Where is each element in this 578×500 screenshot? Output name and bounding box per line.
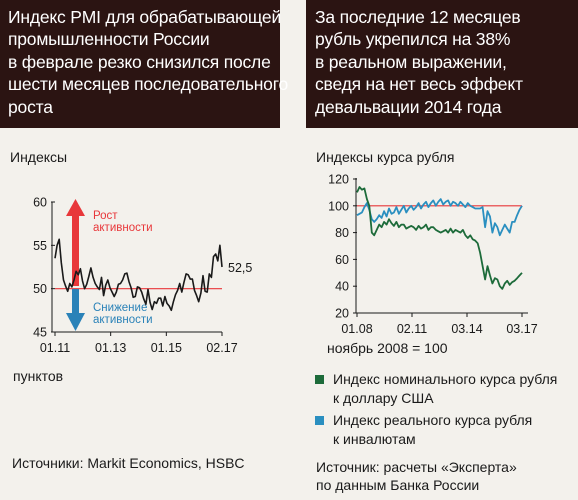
decline-label-1: Снижение — [93, 302, 147, 314]
x-tick-label: 01.15 — [151, 341, 182, 355]
fx-chart: 20 40 60 80 100 120 01.08 02.11 03.14 03.17 — [328, 173, 538, 337]
decline-arrow — [66, 289, 85, 331]
x-tick-label: 02.11 — [397, 322, 427, 336]
x-tick-label: 01.11 — [40, 341, 70, 355]
growth-arrow-shaft — [72, 214, 79, 286]
x-tick-label: 03.17 — [506, 322, 537, 336]
fx-x-ticks: 01.08 02.11 03.14 03.17 — [341, 313, 538, 336]
pmi-line — [54, 238, 223, 312]
fx-real-line — [356, 198, 523, 237]
right-source-note-2: по данным Банка России — [316, 477, 480, 493]
pmi-y-units-label-2: пунктов — [13, 368, 64, 384]
growth-label-1: Рост — [93, 210, 118, 222]
left-headline-line: роста — [8, 96, 53, 117]
legend-label: к инвалютам — [333, 431, 416, 447]
y-tick-label: 100 — [328, 199, 349, 213]
legend-label: Индекс номинального курса рубля — [333, 371, 558, 387]
y-tick-label: 120 — [328, 173, 349, 187]
y-tick-label: 80 — [335, 226, 349, 240]
legend-text-real: Индекс реального курса рубля к инвалютам — [333, 411, 573, 449]
right-headline-line: рубль укрепился на 38% — [315, 29, 511, 50]
legend-label: к доллару США — [333, 390, 434, 406]
right-headline-line: девальвации 2014 года — [315, 96, 502, 117]
y-tick-label: 40 — [335, 280, 349, 294]
pmi-y-units-label: Индексы — [10, 149, 68, 165]
right-chart-headline: За последние 12 месяцев рубль укрепился … — [306, 0, 578, 128]
right-headline-line: сведя на нет весь эффект — [315, 74, 523, 95]
left-headline-line: шести месяцев последовательного — [8, 74, 289, 95]
x-tick-label: 02.17 — [206, 341, 237, 355]
y-tick-label: 60 — [335, 253, 349, 267]
growth-arrow — [66, 199, 85, 286]
legend-swatch-nominal — [315, 375, 324, 384]
fx-base-note: ноябрь 2008 = 100 — [327, 340, 448, 356]
x-tick-label: 01.08 — [341, 322, 372, 336]
y-tick-label: 50 — [33, 282, 47, 296]
y-tick-label: 20 — [335, 307, 349, 321]
pmi-x-ticks: 01.11 01.13 01.15 02.17 — [40, 332, 238, 355]
left-headline-line: промышленности России — [8, 29, 210, 50]
x-tick-label: 03.14 — [451, 322, 482, 336]
decline-arrow-head — [66, 313, 85, 331]
fx-nominal-line — [356, 186, 523, 290]
left-headline-line: в феврале резко снизился после — [8, 51, 271, 72]
fx-y-ticks: 20 40 60 80 100 120 — [328, 173, 357, 321]
right-headline-line: За последние 12 месяцев — [315, 7, 521, 27]
left-headline-line: Индекс PMI для обрабатывающей — [8, 7, 282, 27]
pmi-chart: 45 50 55 60 01.11 01.13 01.15 02.17 Рост актив… — [33, 196, 252, 356]
legend-label: Индекс реального курса рубля — [333, 412, 533, 428]
right-source-note: Источник: расчеты «Эксперта» — [316, 459, 517, 475]
left-source-note: Источники: Markit Economics, HSBC — [12, 455, 245, 471]
y-tick-label: 45 — [33, 326, 47, 340]
fx-chart-label: Индексы курса рубля — [316, 149, 455, 165]
legend-text-nominal: Индекс номинального курса рубля к доллар… — [333, 370, 573, 408]
growth-label-2: активности — [93, 222, 153, 234]
right-headline-line: в реальном выражении, — [315, 51, 507, 72]
legend-swatch-real — [315, 416, 324, 425]
pmi-y-ticks: 45 50 55 60 — [33, 196, 55, 340]
left-chart-headline: Индекс PMI для обрабатывающей промышленн… — [0, 0, 289, 128]
decline-arrow-shaft — [72, 289, 79, 315]
y-tick-label: 55 — [33, 239, 47, 253]
x-tick-label: 01.13 — [95, 341, 126, 355]
pmi-last-value-label: 52,5 — [228, 261, 252, 275]
y-tick-label: 60 — [33, 196, 47, 210]
growth-arrow-head — [66, 199, 85, 216]
decline-label-2: активности — [93, 314, 153, 326]
